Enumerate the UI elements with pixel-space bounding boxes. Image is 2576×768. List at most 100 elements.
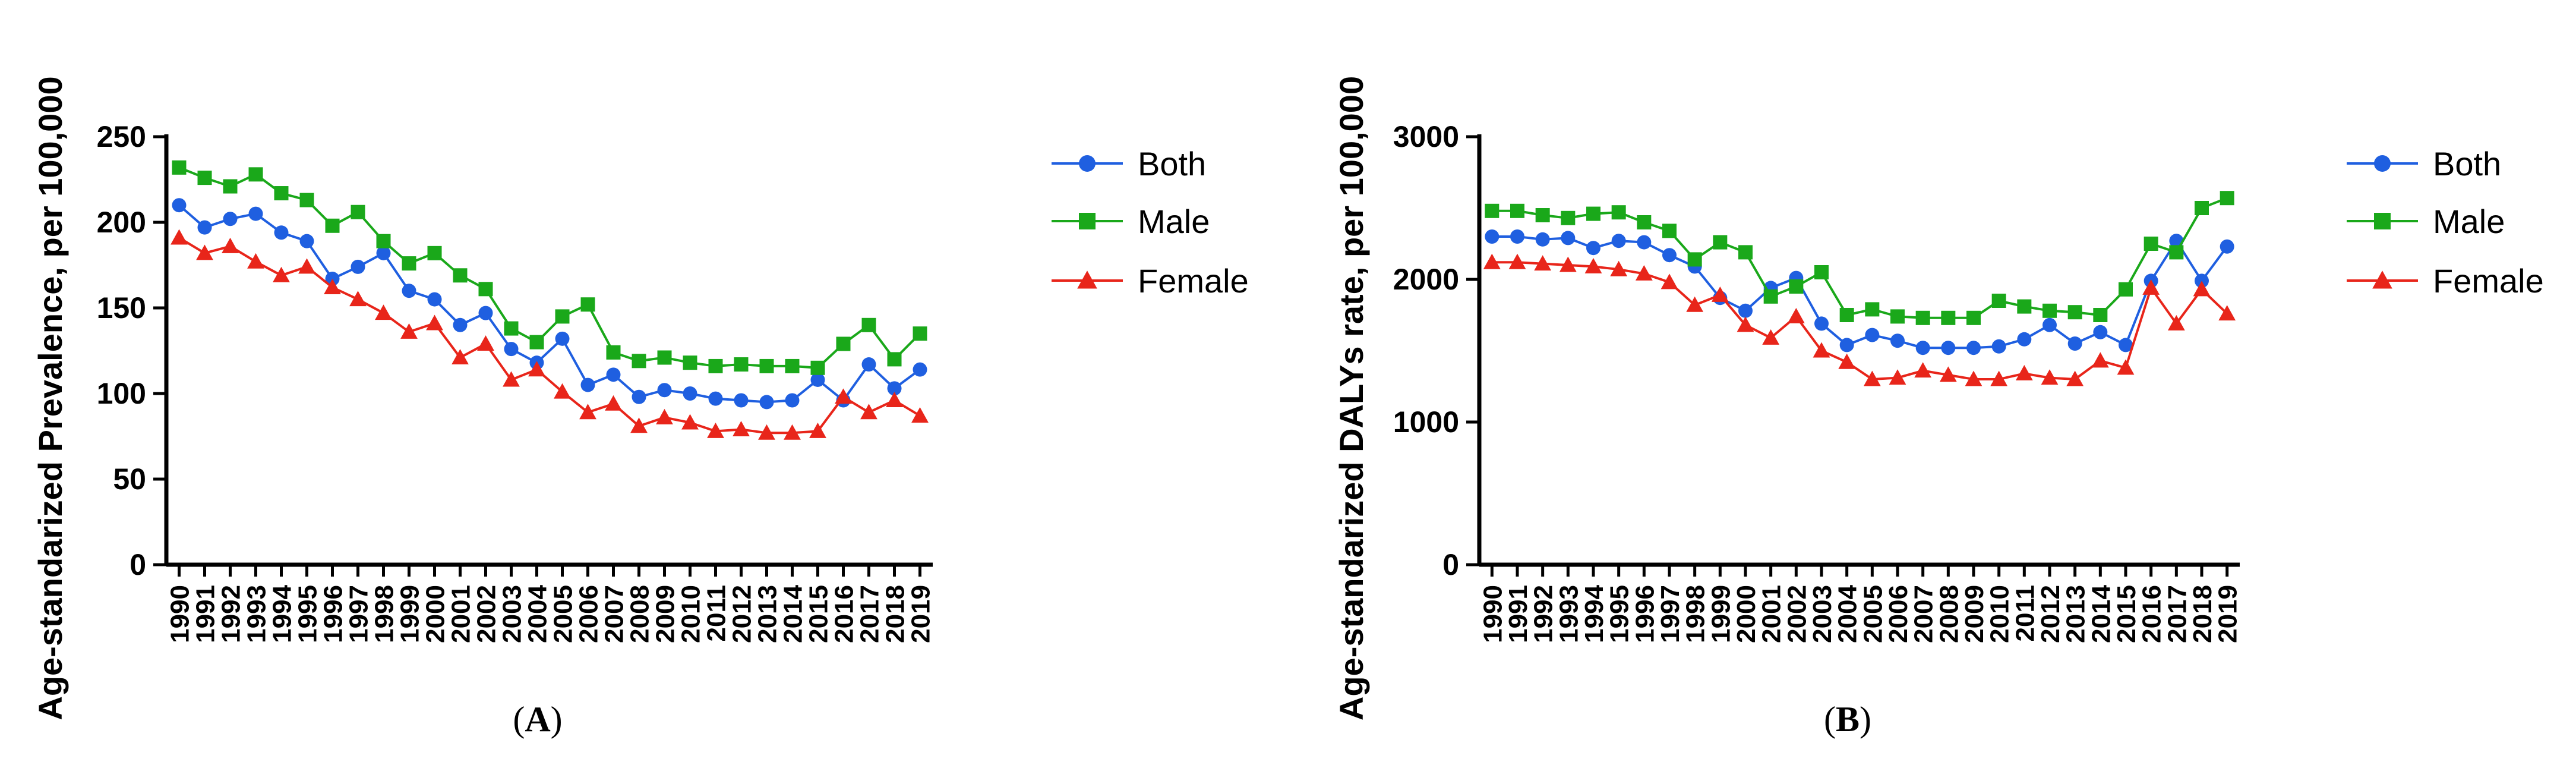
data-point-male — [299, 193, 314, 207]
data-point-both — [1738, 303, 1753, 318]
data-point-both — [427, 292, 442, 307]
data-point-male — [683, 355, 697, 370]
data-point-both — [657, 383, 672, 398]
legend-label: Male — [1138, 203, 1210, 240]
x-tick-label: 2011 — [702, 585, 731, 641]
data-point-female — [758, 424, 775, 440]
series-female — [1483, 253, 2236, 386]
x-tick-label: 2014 — [779, 584, 808, 643]
data-point-male — [1535, 208, 1550, 222]
data-point-both — [402, 284, 416, 298]
data-point-both — [1915, 341, 1930, 355]
data-point-both — [299, 234, 314, 248]
data-point-female — [554, 383, 571, 399]
legend-marker — [2372, 270, 2392, 289]
data-point-female — [809, 422, 826, 438]
data-point-male — [606, 345, 621, 360]
x-tick-label: 1994 — [268, 584, 297, 643]
x-tick-label: 1992 — [217, 585, 246, 643]
x-tick-label: 2007 — [600, 585, 629, 643]
data-point-female — [477, 335, 494, 351]
data-point-female — [1686, 296, 1704, 312]
data-point-female — [2218, 305, 2236, 321]
x-tick-label: 2019 — [907, 585, 936, 643]
data-point-both — [1586, 241, 1600, 256]
data-point-male — [197, 171, 212, 185]
data-point-female — [1610, 260, 1628, 276]
data-point-female — [171, 229, 188, 245]
data-point-female — [630, 417, 648, 433]
x-tick-label: 1991 — [191, 585, 220, 643]
data-point-male — [2043, 303, 2057, 318]
data-point-both — [248, 206, 263, 221]
x-tick-label: 2003 — [1808, 585, 1837, 643]
x-tick-label: 1994 — [1580, 584, 1609, 643]
x-tick-label: 2017 — [855, 585, 885, 643]
x-tick-label: 1998 — [1681, 585, 1710, 643]
data-point-female — [1508, 253, 1526, 269]
data-point-female — [349, 291, 367, 307]
x-tick-label: 1993 — [242, 585, 272, 643]
data-point-female — [1635, 265, 1653, 281]
y-tick-label: 150 — [97, 291, 146, 325]
data-point-male — [2195, 201, 2209, 215]
data-point-male — [478, 282, 493, 297]
x-tick-label: 1999 — [396, 585, 425, 643]
x-tick-label: 2005 — [1858, 585, 1887, 643]
data-point-both — [504, 342, 519, 357]
legend-marker — [2374, 213, 2391, 229]
x-tick-label: 1991 — [1504, 585, 1533, 643]
data-point-male — [529, 335, 544, 350]
data-point-both — [478, 306, 493, 320]
data-point-both — [1510, 229, 1524, 244]
y-tick-label: 200 — [97, 206, 146, 239]
x-tick-label: 2003 — [498, 585, 527, 643]
data-point-female — [1939, 366, 1957, 382]
data-point-male — [1510, 203, 1524, 218]
data-point-both — [1865, 328, 1880, 342]
data-point-both — [2220, 239, 2234, 254]
data-point-female — [2041, 369, 2059, 385]
data-point-male — [2093, 308, 2108, 322]
data-point-male — [2143, 237, 2158, 251]
data-point-male — [1687, 252, 1702, 267]
data-point-female — [1813, 342, 1830, 358]
legend-label: Female — [2433, 262, 2544, 300]
data-point-male — [1814, 265, 1829, 279]
data-point-male — [1941, 310, 1956, 325]
data-point-male — [2169, 245, 2184, 260]
x-tick-label: 1990 — [166, 585, 195, 643]
data-point-male — [453, 268, 468, 283]
legend-item-female: Female — [2347, 262, 2544, 300]
data-point-male — [2119, 282, 2133, 297]
data-point-both — [1485, 229, 1499, 244]
y-axis-label: Age-standarized DALYs rate, per 100,000 — [1333, 76, 1370, 720]
data-point-male — [785, 358, 800, 373]
x-tick-label: 2018 — [2188, 585, 2217, 643]
x-tick-label: 2002 — [1782, 585, 1811, 643]
x-tick-label: 2013 — [753, 585, 782, 643]
series-line-male — [178, 166, 921, 369]
data-point-male — [1561, 210, 1576, 225]
legend-label: Female — [1138, 262, 1249, 300]
data-point-female — [1889, 369, 1906, 385]
data-point-female — [1863, 370, 1881, 386]
legend-label: Both — [2433, 145, 2501, 182]
data-point-both — [632, 389, 646, 404]
data-point-female — [2193, 281, 2211, 297]
data-point-female — [1711, 287, 1729, 302]
data-point-male — [2067, 305, 2082, 320]
legend-marker — [1077, 270, 1097, 289]
data-point-male — [1839, 308, 1854, 322]
x-tick-label: 2008 — [626, 585, 655, 643]
data-point-male — [1915, 310, 1930, 325]
data-point-male — [376, 234, 391, 248]
data-point-female — [2015, 365, 2033, 380]
x-tick-label: 2017 — [2163, 585, 2192, 643]
chart-panel-b: 0100020003000199019911992199319941995199… — [1333, 76, 2544, 739]
data-point-female — [503, 371, 520, 387]
data-point-female — [1990, 370, 2008, 386]
x-tick-label: 2000 — [421, 585, 450, 643]
x-tick-label: 2016 — [2138, 585, 2167, 643]
data-point-female — [2142, 279, 2160, 295]
